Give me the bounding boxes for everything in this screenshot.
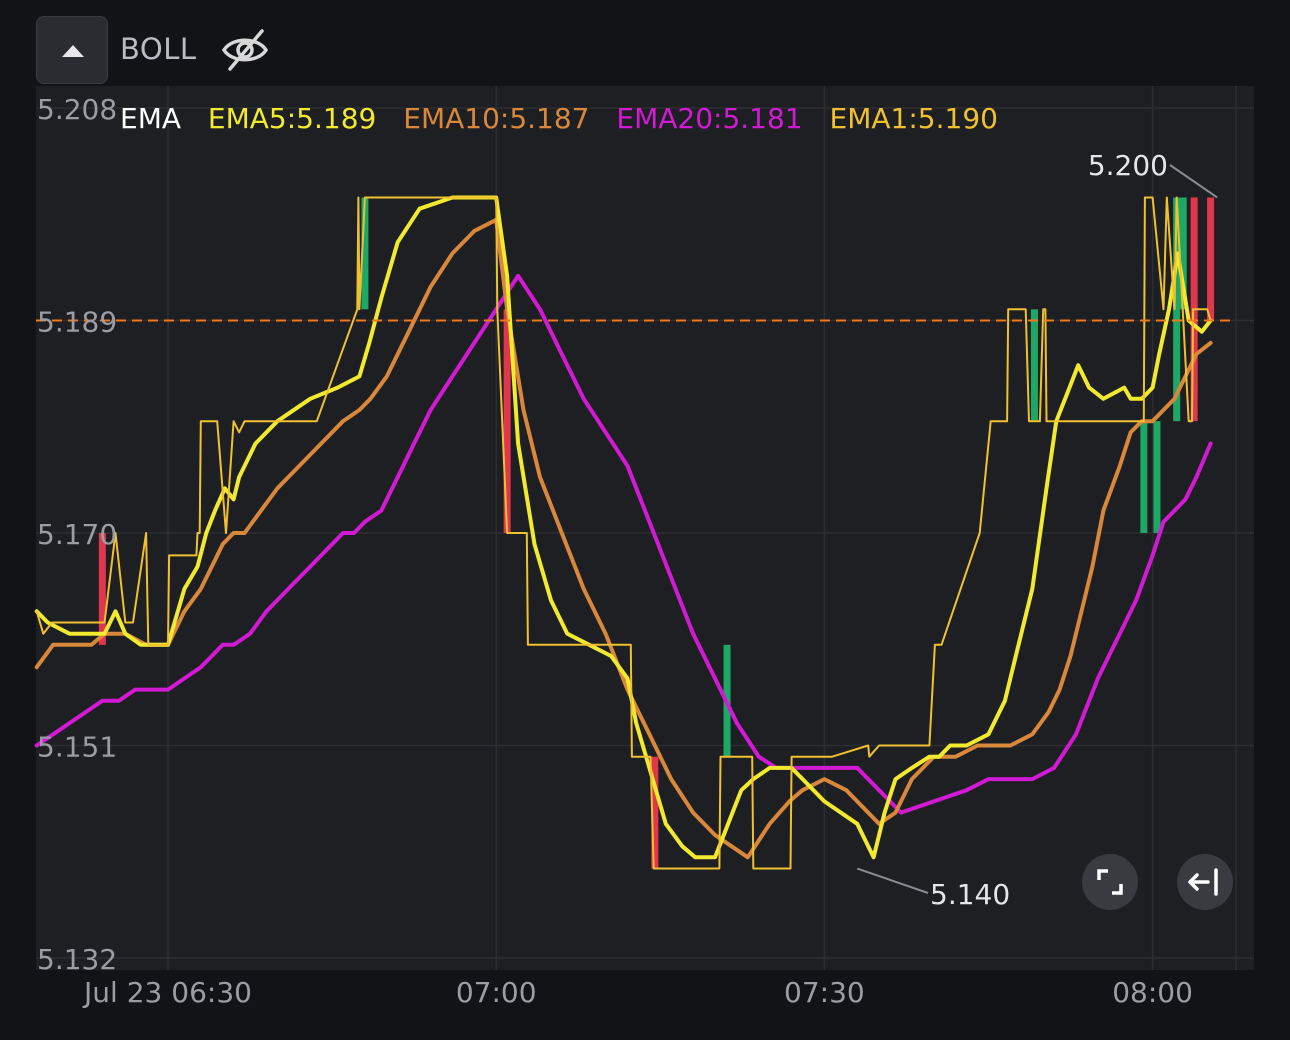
- candle-bar: [98, 533, 106, 645]
- candle-bar: [1179, 197, 1187, 310]
- candle-bar: [1207, 197, 1215, 321]
- indicator-label[interactable]: BOLL: [120, 32, 197, 66]
- legend-title: EMA: [120, 102, 182, 135]
- fullscreen-button[interactable]: [1082, 854, 1138, 910]
- eye-off-icon[interactable]: [220, 27, 270, 73]
- y-tick-label: 5.208: [37, 93, 117, 126]
- legend-ema10: EMA10:5.187: [403, 102, 590, 135]
- legend-ema5: EMA5:5.189: [207, 102, 377, 135]
- collapse-button[interactable]: [36, 16, 108, 84]
- y-tick-label: 5.170: [37, 518, 117, 551]
- low-marker-line: [856, 867, 929, 894]
- plot-area[interactable]: [36, 86, 1254, 970]
- indicator-toolbar: BOLL: [0, 0, 1290, 86]
- chevron-up-icon: [62, 45, 84, 57]
- low-price-label: 5.140: [930, 878, 1010, 911]
- legend-ema20: EMA20:5.181: [616, 102, 803, 135]
- high-marker-line: [1169, 164, 1218, 199]
- ema-legend: EMA EMA5:5.189 EMA10:5.187 EMA20:5.181 E…: [120, 102, 1016, 135]
- candle-bar: [503, 309, 511, 533]
- candle-bar: [1140, 421, 1148, 533]
- legend-ema1: EMA1:5.190: [829, 102, 998, 135]
- y-tick-label: 5.132: [37, 943, 117, 976]
- arrow-left-bar-icon: [1188, 868, 1218, 896]
- series-ema1-line: [35, 196, 1212, 870]
- candle-bar: [361, 197, 369, 310]
- y-tick-label: 5.151: [37, 731, 117, 764]
- x-tick-label: 07:00: [456, 976, 537, 1009]
- high-price-label: 5.200: [1088, 149, 1168, 182]
- candle-bar: [651, 756, 659, 869]
- series-ema5-line: [34, 195, 1213, 860]
- x-tick-label: Jul 23 06:30: [82, 976, 252, 1009]
- candle-bar: [1153, 421, 1161, 533]
- series-ema20-line: [34, 273, 1213, 815]
- x-tick-label: 08:00: [1112, 976, 1193, 1009]
- candle-bar: [1030, 309, 1038, 422]
- back-to-latest-button[interactable]: [1177, 854, 1233, 910]
- series-ema10-line: [34, 217, 1213, 860]
- x-tick-label: 07:30: [784, 976, 865, 1009]
- y-tick-label: 5.189: [37, 306, 117, 339]
- expand-icon: [1097, 869, 1123, 895]
- candle-bar: [1173, 197, 1181, 422]
